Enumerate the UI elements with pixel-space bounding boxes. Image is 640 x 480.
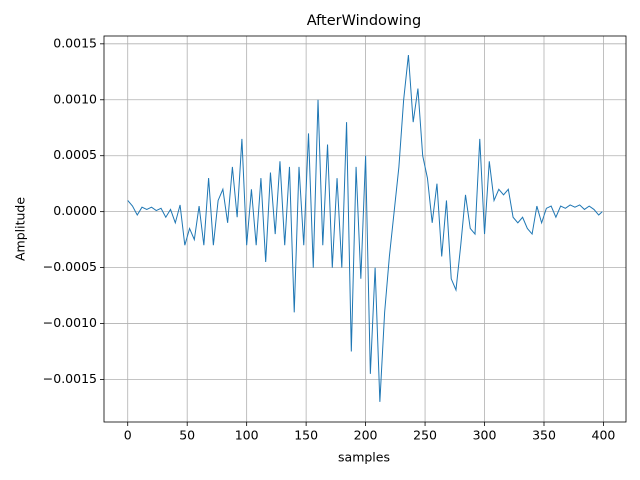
x-tick-label: 0 [124,428,132,443]
y-tick-label: −0.0005 [43,259,97,274]
y-tick-label: −0.0015 [43,371,97,386]
x-tick-label: 200 [354,428,378,443]
chart-title: AfterWindowing [307,13,421,29]
x-axis-label: samples [338,450,390,465]
x-tick-label: 50 [179,428,195,443]
x-tick-label: 400 [592,428,616,443]
y-tick-label: 0.0010 [53,91,97,106]
y-tick-label: −0.0010 [43,315,97,330]
y-axis-label: Amplitude [13,197,28,261]
y-tick-label: 0.0005 [53,147,97,162]
plot-frame [103,35,627,423]
x-tick-label: 100 [235,428,259,443]
data-line [127,54,603,402]
x-tick-label: 150 [294,428,318,443]
y-tick-label: 0.0000 [53,203,97,218]
x-tick-label: 350 [532,428,556,443]
x-tick-label: 300 [473,428,497,443]
y-tick-label: 0.0015 [53,35,97,50]
x-tick-label: 250 [413,428,437,443]
